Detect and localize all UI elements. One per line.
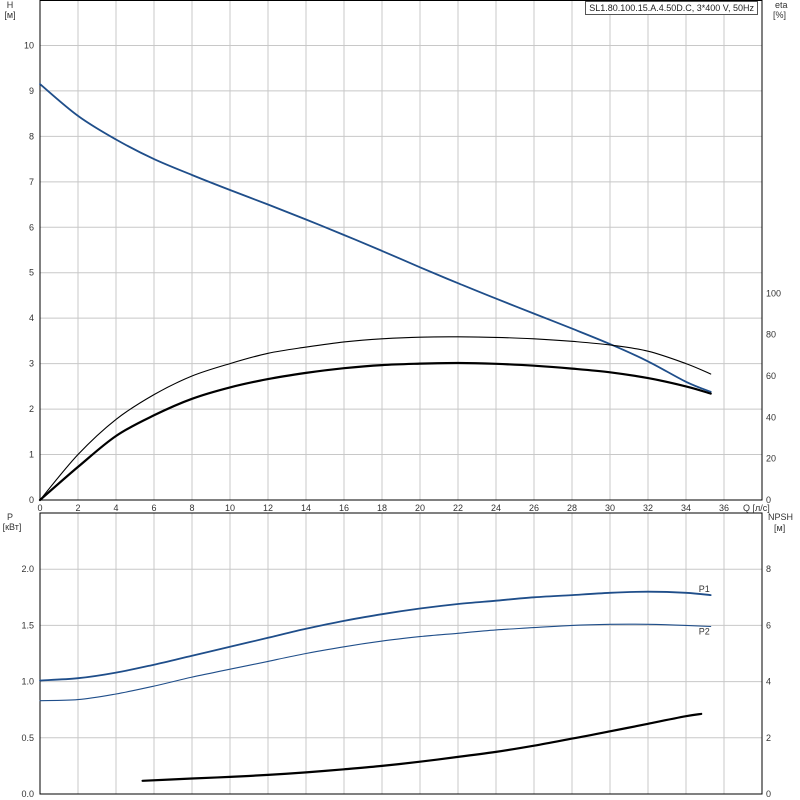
x-tick-label: 36 <box>719 503 729 513</box>
x-tick-label: 0 <box>37 503 42 513</box>
x-tick-label: 26 <box>529 503 539 513</box>
y-tick-label: 4 <box>29 313 34 323</box>
y-axis-unit: [м] <box>4 10 15 20</box>
x-tick-label: 28 <box>567 503 577 513</box>
y-tick-label: 10 <box>24 40 34 50</box>
x-tick-label: 14 <box>301 503 311 513</box>
x-tick-label: 8 <box>189 503 194 513</box>
series-line-p2 <box>39 623 712 702</box>
y2-axis-label: NPSH <box>768 512 793 522</box>
x-tick-label: 2 <box>75 503 80 513</box>
y-tick-label: 5 <box>29 268 34 278</box>
y2-tick-label: 4 <box>766 677 771 687</box>
x-tick-label: 4 <box>113 503 118 513</box>
y2-tick-label: 40 <box>766 412 776 422</box>
y-tick-label: 2.0 <box>21 564 34 574</box>
y-axis-label: P <box>7 512 13 522</box>
y2-tick-label: 0 <box>766 789 771 799</box>
y-tick-label: 0 <box>29 495 34 505</box>
x-tick-label: 30 <box>605 503 615 513</box>
y-tick-label: 0.5 <box>21 733 34 743</box>
y-tick-label: 7 <box>29 177 34 187</box>
y-axis-label: H <box>7 0 14 10</box>
y2-tick-label: 6 <box>766 620 771 630</box>
y-tick-label: 1.0 <box>21 677 34 687</box>
series-line-npsh <box>141 712 703 782</box>
x-tick-label: 10 <box>225 503 235 513</box>
y2-axis-unit: [%] <box>773 10 786 20</box>
x-tick-label: 32 <box>643 503 653 513</box>
y2-tick-label: 2 <box>766 733 771 743</box>
y2-axis-unit: [м] <box>774 523 785 533</box>
x-tick-label: 18 <box>377 503 387 513</box>
series-label-p1: P1 <box>699 584 710 594</box>
y-axis-unit: [кВт] <box>3 522 22 532</box>
x-tick-label: 34 <box>681 503 691 513</box>
y2-tick-label: 8 <box>766 564 771 574</box>
x-axis-label: Q [л/с] <box>743 503 770 513</box>
y2-axis-label: eta <box>775 0 788 10</box>
y-tick-label: 0.0 <box>21 789 34 799</box>
series-line-h <box>39 83 712 393</box>
x-tick-label: 6 <box>151 503 156 513</box>
y-tick-label: 2 <box>29 404 34 414</box>
y2-tick-label: 100 <box>766 288 781 298</box>
y-tick-label: 9 <box>29 86 34 96</box>
y2-tick-label: 60 <box>766 371 776 381</box>
y-tick-label: 1.5 <box>21 620 34 630</box>
y-tick-label: 3 <box>29 359 34 369</box>
series-line-eta-thick <box>38 361 712 502</box>
series-label-p2: P2 <box>699 627 710 637</box>
y-tick-label: 1 <box>29 450 34 460</box>
x-tick-label: 24 <box>491 503 501 513</box>
y2-tick-label: 20 <box>766 454 776 464</box>
y2-tick-label: 80 <box>766 330 776 340</box>
y2-tick-label: 0 <box>766 495 771 505</box>
series-line-p1 <box>39 590 712 682</box>
series-line-eta-thin <box>39 336 712 501</box>
x-tick-label: 22 <box>453 503 463 513</box>
y-tick-label: 8 <box>29 131 34 141</box>
x-tick-label: 20 <box>415 503 425 513</box>
plot-frame-top <box>39 0 763 501</box>
plot-frame-bottom <box>39 512 763 795</box>
x-tick-label: 12 <box>263 503 273 513</box>
x-tick-label: 16 <box>339 503 349 513</box>
chart-title-box: SL1.80.100.15.A.4.50D.C, 3*400 V, 50Hz <box>585 1 758 15</box>
y-tick-label: 6 <box>29 222 34 232</box>
